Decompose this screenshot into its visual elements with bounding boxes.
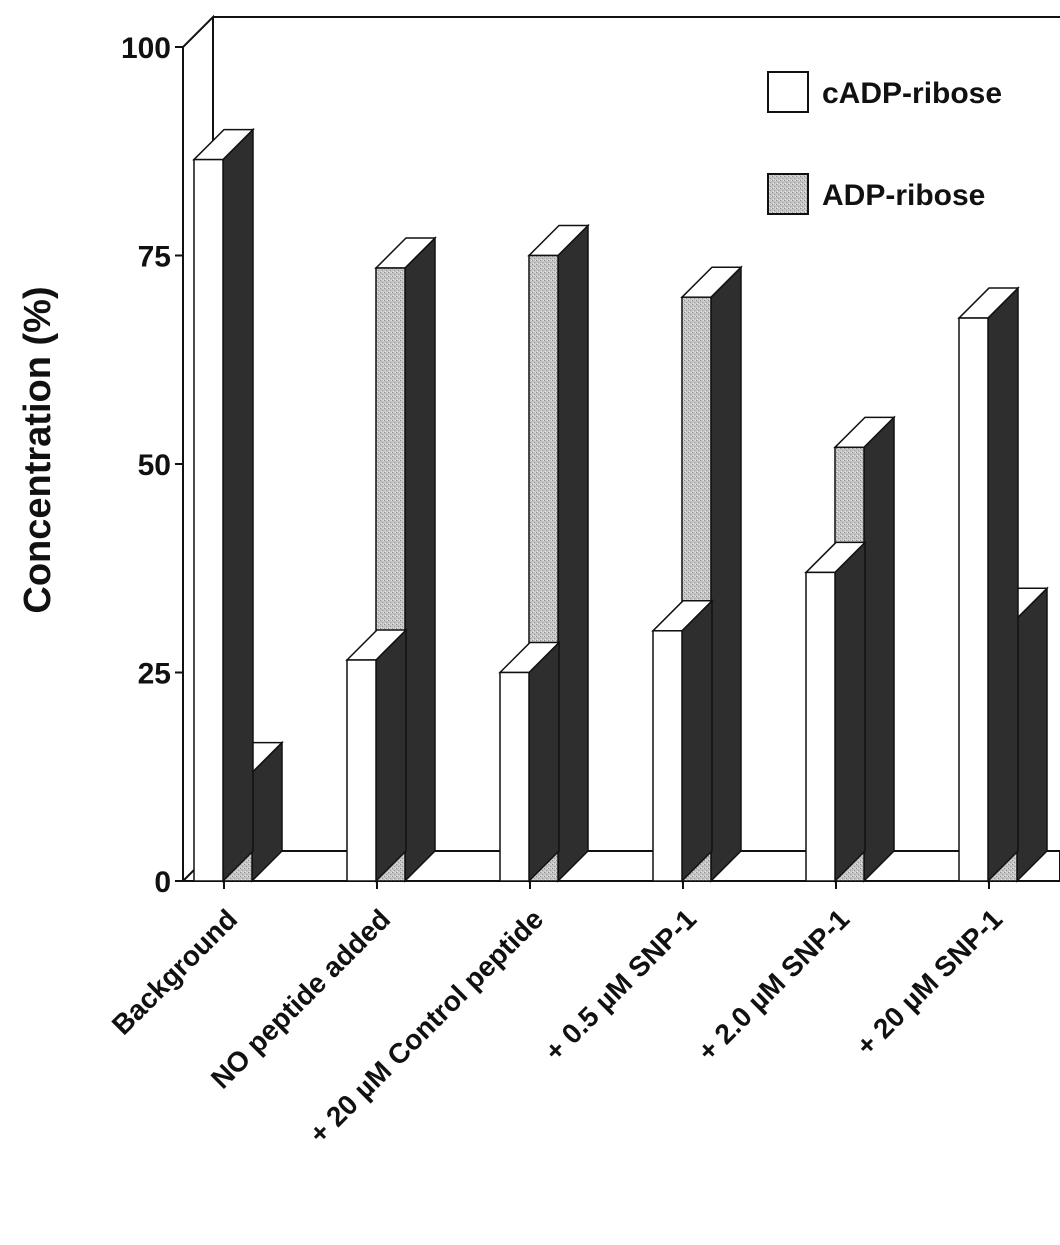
legend-swatch — [767, 71, 809, 113]
legend-label: ADP-ribose — [822, 179, 985, 212]
y-tick-label: 0 — [154, 866, 171, 899]
bars — [192, 127, 1049, 883]
bar-cadp-ribose — [957, 286, 1020, 883]
y-tick-label: 100 — [121, 32, 171, 65]
bar-cadp-ribose — [651, 598, 714, 883]
x-category-label: + 20 µM SNP-1 — [850, 903, 1008, 1061]
x-category-label: + 0.5 µM SNP-1 — [539, 903, 703, 1067]
y-tick-label: 75 — [138, 241, 171, 274]
bar-cadp-ribose — [498, 640, 561, 883]
chart-frame — [182, 14, 1060, 881]
x-category-label: Background — [106, 903, 243, 1040]
y-axis-label: Concentration (%) — [17, 286, 59, 613]
legend-swatch — [767, 173, 809, 215]
chart-floor — [178, 850, 1060, 882]
legend-label: cADP-ribose — [822, 77, 1002, 110]
bar-cadp-ribose — [192, 127, 255, 883]
x-category-label: + 2.0 µM SNP-1 — [692, 903, 856, 1067]
y-axis: 0 25 50 75 100 — [121, 32, 183, 899]
bar-cadp-ribose — [345, 628, 408, 883]
y-tick-label: 50 — [138, 449, 171, 482]
legend: cADP-ribose ADP-ribose — [767, 71, 1002, 215]
bar-cadp-ribose — [804, 540, 867, 883]
legend-item: cADP-ribose — [767, 71, 1002, 113]
y-tick-label: 25 — [138, 658, 171, 691]
legend-item: ADP-ribose — [767, 173, 985, 215]
